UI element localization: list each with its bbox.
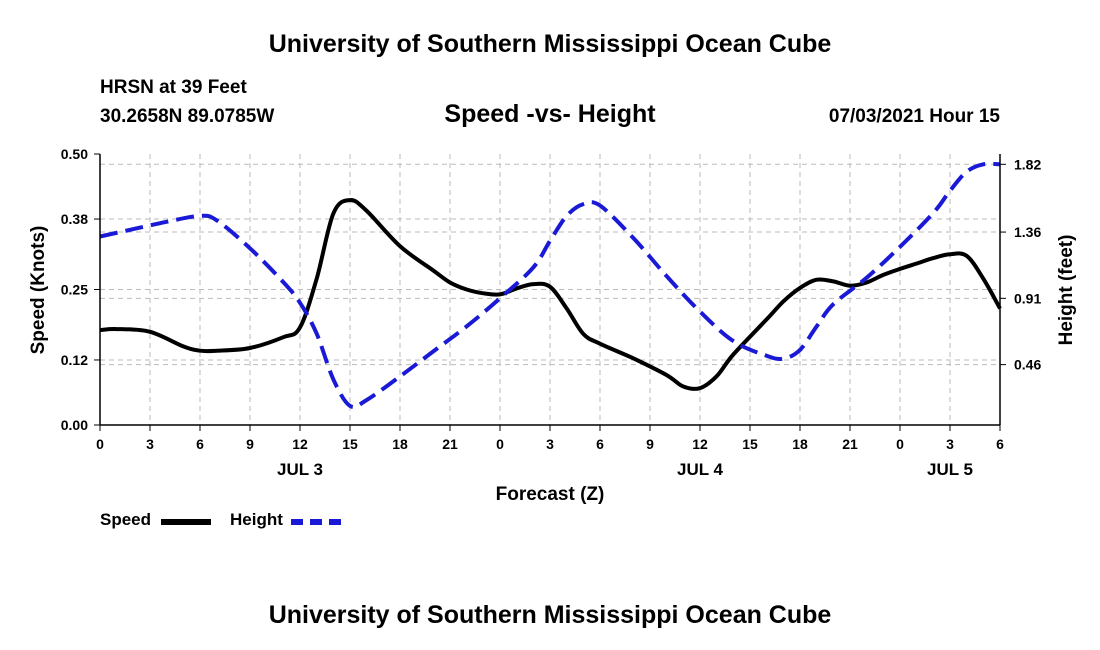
x-tick-label: 6 xyxy=(596,436,604,452)
y-axis-label-left: Speed (Knots) xyxy=(28,226,49,355)
series-line-height xyxy=(99,161,1001,410)
x-tick-label: 18 xyxy=(392,436,408,452)
chart-title-bottom: University of Southern Mississippi Ocean… xyxy=(268,601,832,629)
axes xyxy=(94,153,1006,431)
y-tick-label-left: 0.50 xyxy=(61,146,88,162)
station-coordinates: 30.2658N 89.0785W xyxy=(100,106,275,127)
x-tick-label: 3 xyxy=(546,436,554,452)
x-tick-label: 6 xyxy=(196,436,204,452)
date-label: JUL 4 xyxy=(677,460,724,479)
y-tick-label-left: 0.12 xyxy=(61,352,88,368)
x-tick-label: 21 xyxy=(842,436,858,452)
tick-labels: 0 3 6 9 12 15 18 21 0 3 6 9 12 15 18 21 0 3 6 0.00 0.12 0.25 0… xyxy=(61,146,1042,479)
chart-title-top: University of Southern Mississippi Ocean… xyxy=(268,30,832,58)
x-tick-label: 15 xyxy=(342,436,358,452)
date-label: JUL 5 xyxy=(927,460,973,479)
x-tick-label: 0 xyxy=(896,436,904,452)
x-tick-label: 3 xyxy=(946,436,954,452)
y-tick-label-right: 0.46 xyxy=(1014,357,1041,373)
x-tick-label: 12 xyxy=(692,436,708,452)
grid-lines xyxy=(100,154,1000,425)
x-tick-label: 18 xyxy=(792,436,808,452)
x-tick-label: 6 xyxy=(996,436,1004,452)
chart-subtitle: Speed -vs- Height xyxy=(444,100,656,128)
y-tick-label-left: 0.38 xyxy=(61,211,88,227)
x-tick-label: 21 xyxy=(442,436,458,452)
legend-speed-label: Speed xyxy=(100,510,152,529)
date-label: JUL 3 xyxy=(277,460,323,479)
x-tick-label: 9 xyxy=(246,436,254,452)
legend-speed-swatch xyxy=(161,519,211,525)
legend-height-label: Height xyxy=(230,510,283,529)
legend-height-swatch xyxy=(291,519,341,525)
forecast-datetime: 07/03/2021 Hour 15 xyxy=(828,106,1000,127)
station-name: HRSN at 39 Feet xyxy=(100,77,247,98)
y-axis-label-right: Height (feet) xyxy=(1056,235,1077,346)
series-line-speed xyxy=(99,198,1002,391)
x-tick-label: 9 xyxy=(646,436,654,452)
x-tick-label: 12 xyxy=(292,436,308,452)
x-tick-label: 0 xyxy=(96,436,104,452)
x-tick-label: 3 xyxy=(146,436,154,452)
x-tick-label: 0 xyxy=(496,436,504,452)
y-tick-label-left: 0.00 xyxy=(61,417,88,433)
y-tick-label-right: 1.36 xyxy=(1014,224,1041,240)
x-tick-label: 15 xyxy=(742,436,758,452)
x-axis-label: Forecast (Z) xyxy=(496,484,605,505)
y-tick-label-left: 0.25 xyxy=(61,282,88,298)
y-tick-label-right: 1.82 xyxy=(1014,156,1041,172)
series-lines xyxy=(99,161,1002,410)
y-tick-label-right: 0.91 xyxy=(1014,290,1041,306)
